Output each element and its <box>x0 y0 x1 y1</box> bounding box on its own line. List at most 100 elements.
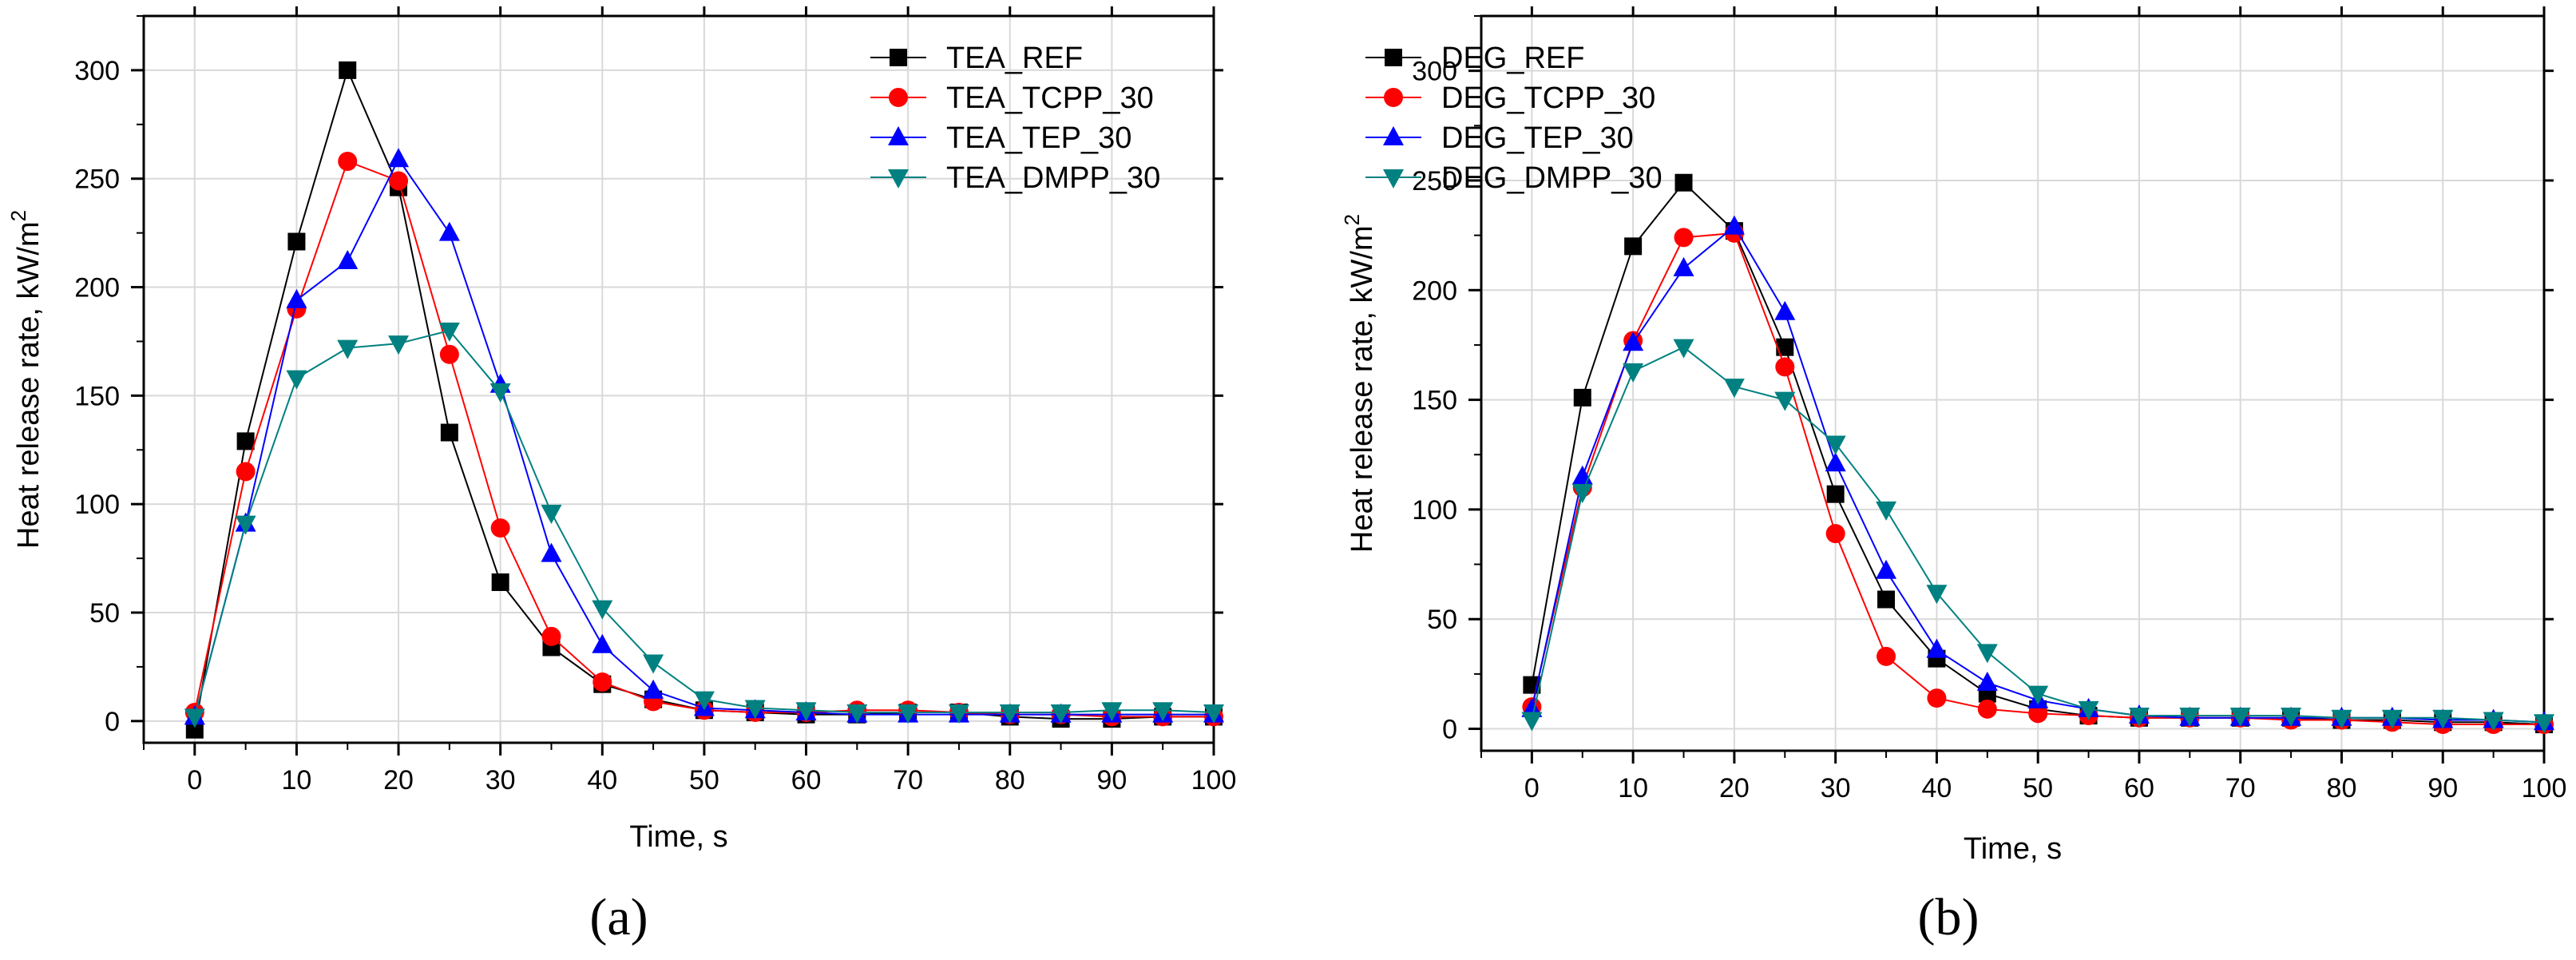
data-point-DEG_TCPP_30 <box>1877 646 1896 666</box>
data-point-TEA_REF <box>440 423 458 442</box>
data-point-DEG_DMPP_30 <box>1723 379 1745 399</box>
x-tick-label: 70 <box>893 765 923 795</box>
plot-frame <box>142 14 1215 744</box>
data-point-DEG_DMPP_30 <box>2432 709 2454 729</box>
data-point-TEA_DMPP_30 <box>1101 702 1123 722</box>
y-tick-label: 150 <box>1412 386 1457 416</box>
x-tick-label: 50 <box>689 765 719 795</box>
data-point-TEA_TCPP_30 <box>541 626 561 646</box>
data-point-DEG_REF <box>1877 590 1896 609</box>
y-axis-label-superscript: 2 <box>6 210 30 221</box>
data-point-TEA_DMPP_30 <box>489 383 511 403</box>
data-point-DEG_TCPP_30 <box>1775 357 1795 377</box>
panel-caption: (b) <box>1918 888 1980 946</box>
data-point-TEA_TEP_30 <box>438 221 460 241</box>
data-point-TEA_TEP_30 <box>541 542 562 562</box>
data-point-TEA_DMPP_30 <box>184 708 205 728</box>
data-point-TEA_DMPP_30 <box>795 702 817 722</box>
data-point-DEG_DMPP_30 <box>1876 501 1897 521</box>
data-point-DEG_DMPP_30 <box>1774 391 1796 411</box>
data-point-DEG_DMPP_30 <box>1623 363 1644 383</box>
data-point-TEA_DMPP_30 <box>286 370 307 390</box>
data-point-TEA_DMPP_30 <box>846 704 868 724</box>
x-tick-label: 100 <box>2522 773 2567 803</box>
legend-label: TEA_REF <box>946 42 1083 75</box>
data-point-DEG_REF <box>1624 237 1643 256</box>
data-point-DEG_DMPP_30 <box>1521 712 1543 732</box>
y-tick-label: 300 <box>1412 57 1457 87</box>
legend-marker <box>1383 126 1404 145</box>
data-point-DEG_TEP_30 <box>1825 452 1846 472</box>
data-point-DEG_TCPP_30 <box>1674 228 1694 248</box>
data-point-TEA_TEP_30 <box>592 633 613 653</box>
y-tick-label: 100 <box>1412 495 1457 526</box>
data-point-TEA_TEP_30 <box>337 249 359 269</box>
data-point-TEA_DMPP_30 <box>592 600 613 620</box>
data-point-DEG_DMPP_30 <box>1571 483 1593 503</box>
data-point-DEG_REF <box>1826 485 1845 503</box>
data-point-TEA_TCPP_30 <box>490 518 510 538</box>
chart-panel-2: 0 10 20 30 40 50 60 70 80 90 100 0 50 100 150 200 250 300… <box>1340 6 2566 946</box>
x-tick-label: 30 <box>1821 773 1851 803</box>
data-point-TEA_TCPP_30 <box>338 152 358 171</box>
y-tick-label: 50 <box>89 598 120 629</box>
data-point-DEG_DMPP_30 <box>2179 708 2201 728</box>
data-point-DEG_TEP_30 <box>1774 300 1796 320</box>
data-point-DEG_REF <box>1776 338 1794 356</box>
x-tick-label: 80 <box>2327 773 2357 803</box>
data-point-DEG_DMPP_30 <box>2229 708 2251 728</box>
y-tick-label: 50 <box>1427 605 1457 635</box>
data-point-TEA_REF <box>491 573 509 591</box>
legend-label: DEG_REF <box>1441 42 1584 75</box>
data-point-DEG_DMPP_30 <box>2381 709 2403 729</box>
x-tick-label: 20 <box>1719 773 1750 803</box>
data-point-TEA_DMPP_30 <box>643 654 664 674</box>
x-axis-label: Time, s <box>1964 832 2062 866</box>
data-point-TEA_TCPP_30 <box>439 344 459 364</box>
y-tick-label: 250 <box>1412 166 1457 196</box>
data-point-TEA_REF <box>185 720 204 739</box>
data-point-TEA_TEP_30 <box>643 679 664 699</box>
x-tick-label: 40 <box>587 765 617 795</box>
data-point-TEA_DMPP_30 <box>235 515 256 535</box>
legend-marker <box>890 49 907 66</box>
data-point-DEG_DMPP_30 <box>1976 644 1998 664</box>
x-tick-label: 70 <box>2225 773 2256 803</box>
data-point-DEG_DMPP_30 <box>2027 685 2049 705</box>
y-tick-label: 0 <box>105 707 120 737</box>
data-point-DEG_DMPP_30 <box>2483 712 2504 732</box>
legend-label: TEA_TCPP_30 <box>946 81 1154 115</box>
legend-label: TEA_DMPP_30 <box>946 161 1160 195</box>
data-point-DEG_REF <box>1674 173 1693 192</box>
y-tick-label: 200 <box>1412 276 1457 306</box>
y-tick-label: 200 <box>74 273 120 303</box>
data-point-DEG_TCPP_30 <box>2028 704 2048 724</box>
legend-marker <box>889 88 908 107</box>
x-tick-label: 30 <box>485 765 516 795</box>
x-tick-label: 0 <box>1524 773 1540 803</box>
chart-panel-1: 0 10 20 30 40 50 60 70 80 90 100 0 50 100 150 200 250 300… <box>6 6 1236 946</box>
x-tick-label: 20 <box>383 765 414 795</box>
data-point-TEA_DMPP_30 <box>388 335 410 355</box>
x-tick-label: 60 <box>2124 773 2154 803</box>
x-tick-label: 90 <box>2427 773 2458 803</box>
data-point-TEA_DMPP_30 <box>898 704 919 724</box>
legend-marker <box>888 169 909 188</box>
y-axis-label-text: Heat release rate, kW/m <box>12 221 46 549</box>
x-tick-label: 10 <box>282 765 312 795</box>
data-point-DEG_DMPP_30 <box>2534 714 2554 734</box>
data-point-DEG_TEP_30 <box>1976 671 1998 691</box>
data-point-TEA_REF <box>236 432 255 450</box>
legend-marker <box>1383 169 1404 188</box>
y-tick-label: 300 <box>74 56 120 86</box>
x-tick-label: 90 <box>1096 765 1127 795</box>
x-axis-label: Time, s <box>629 820 727 854</box>
data-point-TEA_REF <box>287 232 306 251</box>
data-point-DEG_TEP_30 <box>1876 559 1897 579</box>
legend-marker <box>1385 49 1402 66</box>
data-point-TEA_DMPP_30 <box>541 505 562 525</box>
y-axis-label: Heat release rate, kW/m2 <box>1340 214 1379 553</box>
data-point-TEA_DMPP_30 <box>337 339 359 359</box>
y-tick-label: 100 <box>74 490 120 520</box>
